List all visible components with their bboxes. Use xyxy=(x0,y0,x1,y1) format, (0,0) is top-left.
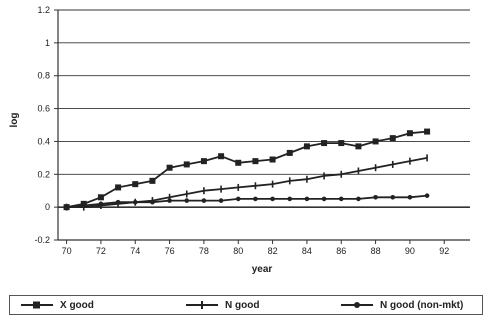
x-tick-label: 74 xyxy=(130,246,140,256)
axes xyxy=(54,9,470,244)
data-point-square xyxy=(149,177,156,184)
data-point-dot xyxy=(407,194,413,200)
x-tick-label: 90 xyxy=(405,246,415,256)
data-point-square xyxy=(321,140,328,147)
legend-item-x-good: X good xyxy=(20,299,94,311)
data-point-dot xyxy=(64,204,69,210)
data-point-square xyxy=(424,128,431,135)
x-axis-title: year xyxy=(252,264,273,275)
legend-label: N good xyxy=(225,299,260,311)
data-series xyxy=(63,128,431,211)
data-point-dot xyxy=(338,196,344,202)
data-point-dot xyxy=(270,196,275,202)
data-point-dot xyxy=(235,196,241,202)
x-tick-label: 80 xyxy=(233,246,243,256)
data-point-square xyxy=(218,153,225,160)
chart-legend: X good N good N good (non-mkt) xyxy=(9,295,483,315)
x-tick-label: 70 xyxy=(62,246,72,256)
data-point-dot xyxy=(304,196,310,202)
legend-item-n-good: N good xyxy=(185,299,259,311)
data-point-square xyxy=(269,156,276,163)
data-point-dot xyxy=(98,201,104,207)
x-tick-label: 84 xyxy=(302,246,312,256)
x-tick-label: 78 xyxy=(199,246,209,256)
data-point-square xyxy=(286,149,293,156)
x-tick-label: 82 xyxy=(268,246,278,256)
data-point-square xyxy=(355,143,362,150)
data-point-dot xyxy=(373,194,378,200)
data-point-dot xyxy=(287,196,293,202)
data-point-dot xyxy=(424,193,430,198)
x-tick-label: 92 xyxy=(439,246,449,256)
data-point-square xyxy=(338,140,345,147)
y-tick-label: 0.8 xyxy=(37,71,50,81)
y-tick-label: 0.2 xyxy=(37,169,50,179)
data-point-square xyxy=(406,130,413,137)
data-point-square xyxy=(372,138,379,145)
legend-dot-marker-icon xyxy=(341,302,373,308)
series-line-1 xyxy=(66,130,428,208)
data-point-square xyxy=(166,164,173,171)
data-point-square xyxy=(200,158,207,165)
data-point-dot xyxy=(184,198,190,203)
data-point-dot xyxy=(132,199,138,205)
x-tick-label: 76 xyxy=(165,246,175,256)
data-point-dot xyxy=(321,196,327,202)
chart-plot: -0.2 0 0.2 0.4 0.6 0.8 1 1.2 70 72 74 76 78 80 82 84 86 8… xyxy=(9,5,470,275)
data-point-dot xyxy=(201,198,207,203)
data-point-dot xyxy=(390,194,396,200)
y-tick-label: 1 xyxy=(45,38,50,48)
legend-item-n-good-non-mkt: N good (non-mkt) xyxy=(340,299,463,311)
data-point-square xyxy=(303,143,310,150)
data-point-dot xyxy=(356,196,361,202)
data-point-dot xyxy=(218,198,224,203)
data-point-square xyxy=(389,135,396,142)
legend-label: N good (non-mkt) xyxy=(380,299,464,311)
data-point-dot xyxy=(115,199,121,205)
tick-labels: -0.2 0 0.2 0.4 0.6 0.8 1 1.2 70 72 74 76 78 80 82 84 86 8… xyxy=(34,5,449,256)
y-tick-label: 0.6 xyxy=(37,104,50,114)
x-tick-label: 88 xyxy=(371,246,381,256)
y-tick-label: -0.2 xyxy=(34,235,50,245)
x-tick-label: 72 xyxy=(96,246,106,256)
y-tick-label: 1.2 xyxy=(37,5,50,15)
data-point-square xyxy=(252,158,259,165)
data-point-square xyxy=(97,194,104,201)
y-tick-label: 0.4 xyxy=(37,136,50,146)
legend-square-marker-icon xyxy=(21,301,53,309)
data-point-square xyxy=(235,159,242,166)
y-axis-title: log xyxy=(9,113,20,128)
data-point-square xyxy=(183,161,190,168)
legend-label: X good xyxy=(60,299,94,311)
data-point-dot xyxy=(150,199,155,205)
data-point-dot xyxy=(81,203,87,208)
x-tick-label: 86 xyxy=(336,246,346,256)
legend-tick-marker-icon xyxy=(186,301,218,309)
series-line-3 xyxy=(66,194,428,208)
gridlines xyxy=(58,9,470,241)
data-point-dot xyxy=(167,198,172,203)
data-point-square xyxy=(132,181,139,188)
data-point-square xyxy=(115,184,122,191)
data-point-dot xyxy=(253,196,258,202)
y-tick-label: 0 xyxy=(45,202,50,212)
